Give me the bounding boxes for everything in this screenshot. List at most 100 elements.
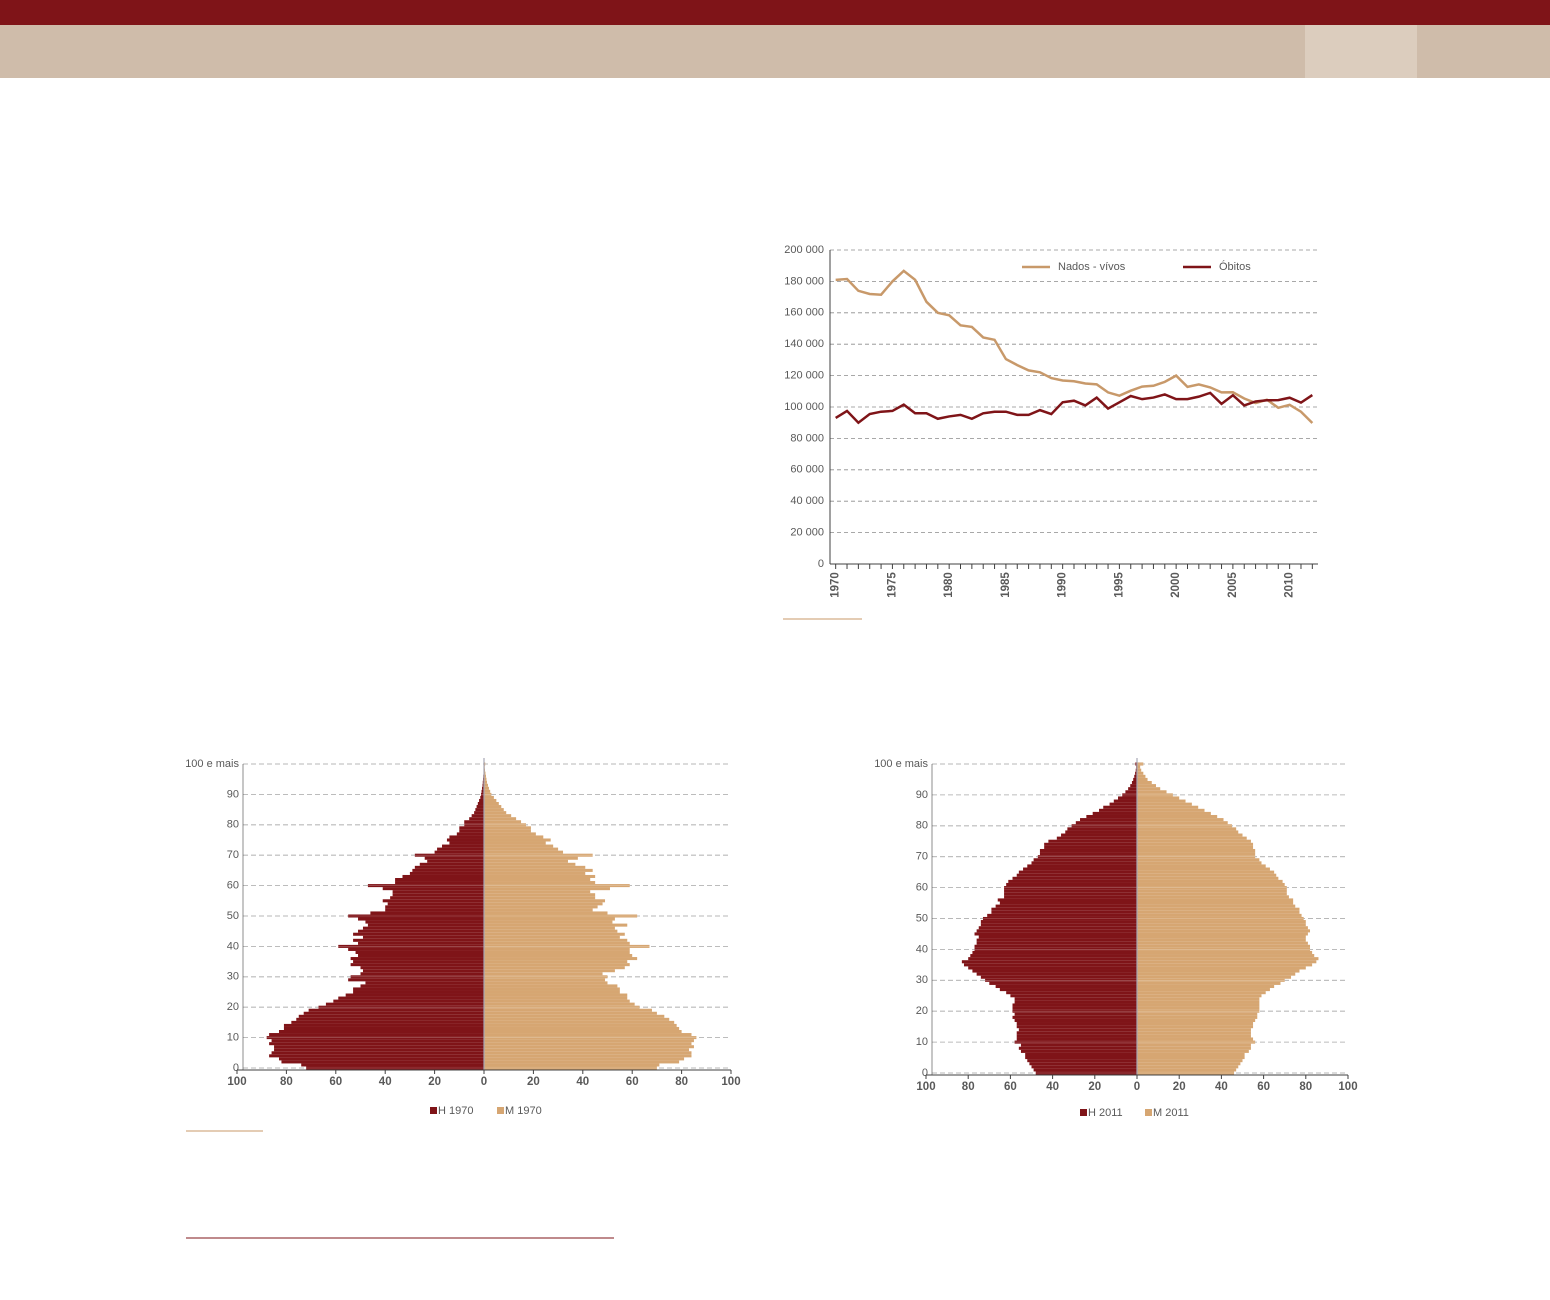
bar-female [1137, 839, 1251, 843]
bar-female [484, 838, 551, 842]
bar-female [1137, 954, 1315, 958]
bar-male [1012, 1003, 1137, 1007]
bar-male [978, 935, 1137, 939]
legend-label: M 1970 [505, 1105, 542, 1117]
bar-male [353, 990, 484, 994]
bar-male [1014, 1012, 1137, 1016]
bar-male [989, 981, 1137, 985]
bar-male [1039, 848, 1137, 853]
legend-swatch [1080, 1109, 1087, 1116]
bar-female [484, 1066, 657, 1070]
bar-female [484, 899, 606, 903]
bar-female [1137, 1049, 1249, 1053]
bar-female [484, 792, 492, 796]
bar-female [484, 844, 554, 848]
bar-male [987, 913, 1137, 917]
y-tick-label: 80 [227, 819, 239, 831]
bar-male [333, 999, 484, 1003]
x-tick-label: 2010 [1284, 572, 1296, 598]
bar-female [1137, 774, 1146, 778]
bar-male [348, 978, 484, 982]
bar-female [484, 868, 593, 872]
bar-female [484, 975, 608, 979]
bar-male [414, 853, 484, 857]
bar-male [1014, 1018, 1137, 1023]
bar-female [484, 1011, 657, 1015]
bar-male [1020, 1043, 1137, 1047]
bar-male [390, 896, 484, 900]
y-tick-label: 10 [227, 1032, 239, 1044]
bar-male [274, 1045, 484, 1049]
bar-male [367, 923, 484, 927]
bar-female [484, 954, 633, 958]
bar-female [484, 987, 620, 991]
bar-male [360, 984, 484, 988]
bar-male [471, 814, 484, 818]
bar-female [484, 996, 628, 1000]
bar-male [474, 811, 484, 815]
bar-male [1067, 827, 1137, 831]
x-tick-label: 1970 [830, 572, 842, 598]
bar-female [1137, 913, 1302, 917]
bar-male [1012, 1006, 1137, 1010]
bar-female [484, 969, 615, 973]
bar-male [308, 1008, 484, 1012]
bar-male [306, 1066, 484, 1070]
bar-female [484, 1051, 692, 1055]
bar-female [484, 817, 517, 821]
bar-female [484, 908, 593, 912]
y-tick-label: 60 [227, 880, 239, 892]
bar-male [482, 780, 484, 784]
bar-male [1103, 805, 1137, 809]
y-tick-label: 40 [916, 943, 928, 955]
bar-male [1031, 861, 1137, 865]
x-tick-label: 40 [1215, 1081, 1228, 1093]
bar-female [1137, 960, 1317, 964]
bar-female [484, 1005, 640, 1009]
bar-female [484, 993, 628, 997]
bar-female [1137, 818, 1224, 822]
bar-male [1016, 1034, 1137, 1038]
bar-male [980, 920, 1137, 924]
bar-female [1137, 1028, 1251, 1032]
bar-male [269, 1033, 484, 1037]
bar-male [385, 908, 484, 912]
y-tick-label: 10 [916, 1036, 928, 1048]
bar-female [1137, 935, 1306, 939]
y-tick-label: 80 [916, 820, 928, 832]
bar-male [382, 899, 484, 903]
bar-male [1133, 777, 1137, 781]
x-tick-label: 1980 [943, 572, 955, 598]
bar-female [1137, 855, 1256, 859]
y-tick-label: 100 e mais [874, 758, 928, 770]
bar-female [484, 1014, 665, 1018]
bar-female [484, 1002, 635, 1006]
bar-male [974, 932, 1137, 936]
bar-male [481, 792, 484, 796]
bar-female [484, 865, 586, 869]
bar-male [1014, 1000, 1137, 1004]
bar-male [1014, 997, 1137, 1001]
bar-male [362, 935, 484, 939]
bar-male [972, 950, 1137, 955]
header-bar [0, 0, 1550, 25]
bar-female [1137, 957, 1319, 961]
bar-female [1137, 882, 1285, 887]
bar-male [1044, 845, 1137, 849]
bar-female [484, 826, 531, 830]
bar-male [459, 829, 484, 833]
bar-female [484, 762, 486, 766]
bar-female [484, 920, 613, 924]
x-tick-label: 2000 [1170, 572, 1182, 598]
bar-female [484, 814, 512, 818]
bar-female [484, 847, 559, 851]
bar-male [283, 1026, 484, 1030]
bar-male [358, 954, 484, 958]
bar-male [464, 820, 484, 824]
series-line [835, 269, 1314, 424]
bar-male [469, 817, 484, 821]
bar-female [484, 978, 606, 982]
bar-female [1137, 1003, 1260, 1007]
bar-male [367, 884, 484, 888]
